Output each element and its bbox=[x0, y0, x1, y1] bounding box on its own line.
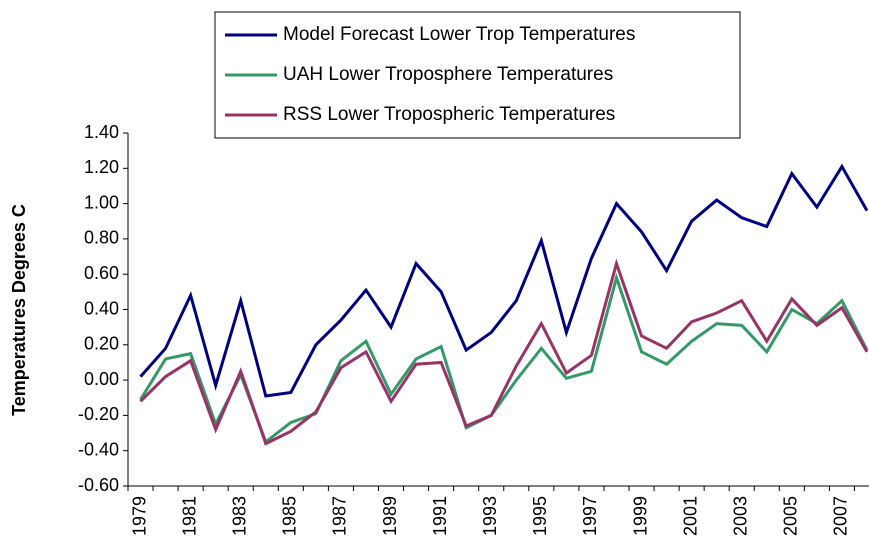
x-tick-label: 2007 bbox=[831, 496, 851, 536]
series-line bbox=[139, 163, 869, 398]
x-tick-label: 1985 bbox=[280, 496, 300, 536]
y-tick-label: 1.40 bbox=[84, 122, 119, 142]
x-tick-label: 1987 bbox=[330, 496, 350, 536]
legend-label: RSS Lower Tropospheric Temperatures bbox=[283, 104, 615, 125]
y-tick-label: 0.00 bbox=[84, 369, 119, 389]
x-tick-label: 1981 bbox=[179, 496, 199, 536]
y-tick-label: 0.80 bbox=[84, 228, 119, 248]
x-tick-label: 2003 bbox=[730, 496, 750, 536]
y-tick-label: 1.00 bbox=[84, 192, 119, 212]
x-tick-label: 2005 bbox=[781, 496, 801, 536]
y-tick-label: 0.60 bbox=[84, 263, 119, 283]
y-tick-label: -0.40 bbox=[78, 439, 119, 459]
series-line bbox=[139, 272, 869, 445]
x-tick-label: 1983 bbox=[229, 496, 249, 536]
y-axis-title: Temperatures Degrees C bbox=[9, 204, 29, 416]
x-tick-label: 1991 bbox=[430, 496, 450, 536]
x-tick-label: 1997 bbox=[580, 496, 600, 536]
y-tick-label: 0.40 bbox=[84, 298, 119, 318]
x-tick-label: 1993 bbox=[480, 496, 500, 536]
legend-label: Model Forecast Lower Trop Temperatures bbox=[283, 24, 635, 45]
x-tick-label: 1979 bbox=[129, 496, 149, 536]
x-tick-label: 1999 bbox=[630, 496, 650, 536]
y-tick-label: -0.20 bbox=[78, 404, 119, 424]
legend-label: UAH Lower Troposphere Temperatures bbox=[283, 64, 613, 85]
y-tick-label: 1.20 bbox=[84, 157, 119, 177]
x-tick-label: 1995 bbox=[530, 496, 550, 536]
x-tick-label: 1989 bbox=[380, 496, 400, 536]
legend-box bbox=[214, 11, 741, 139]
series-line bbox=[139, 258, 869, 446]
y-tick-label: 0.20 bbox=[84, 334, 119, 354]
x-tick-label: 2001 bbox=[680, 496, 700, 536]
y-tick-label: -0.60 bbox=[78, 475, 119, 495]
